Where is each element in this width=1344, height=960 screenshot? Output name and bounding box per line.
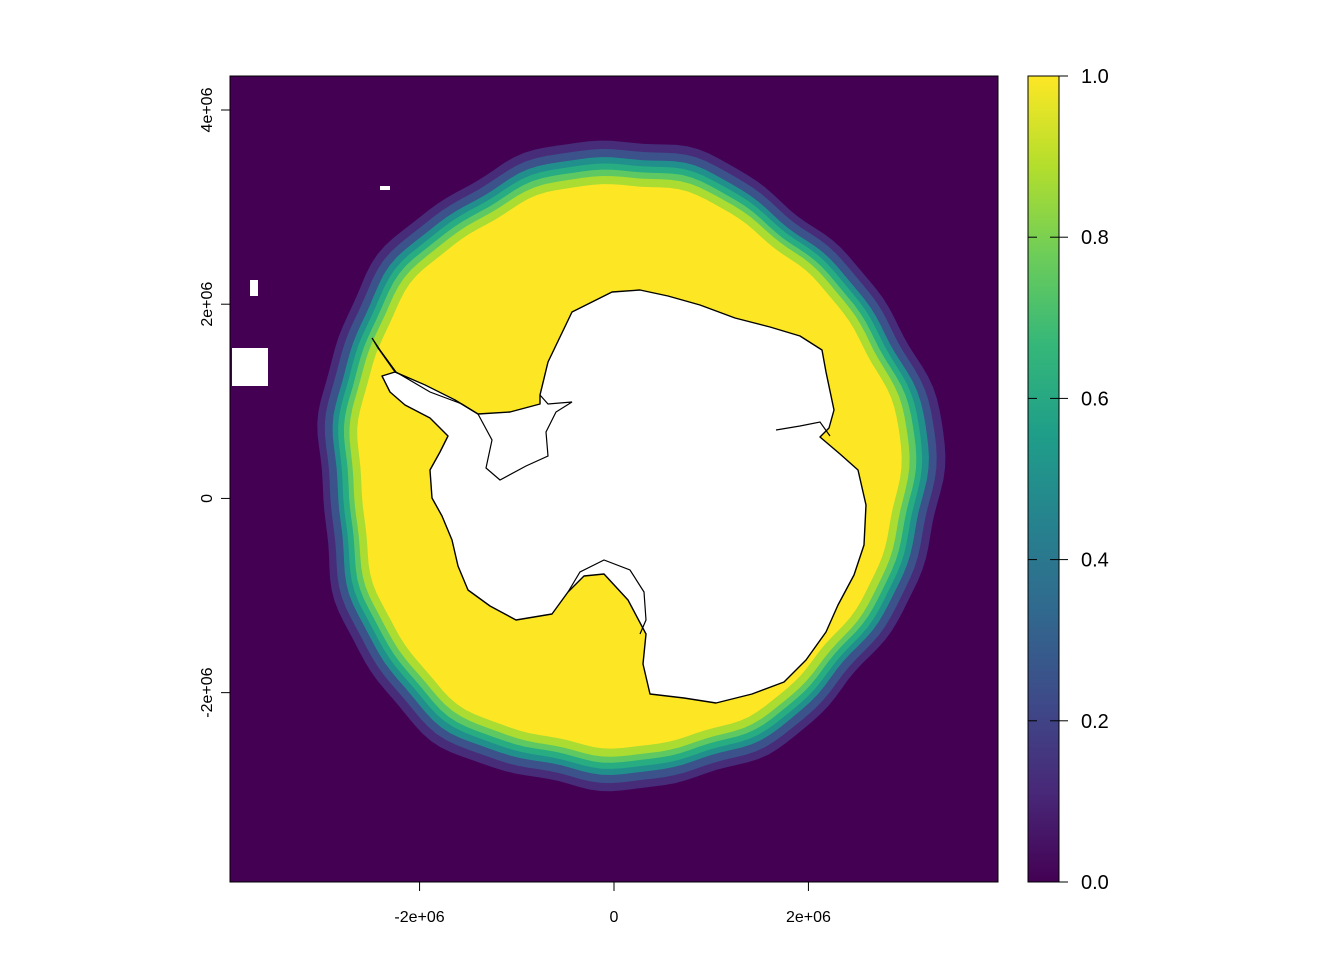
x-tick-label: -2e+06	[394, 909, 444, 926]
weddell-ice-shelf-edge	[477, 394, 573, 481]
x-axis: -2e+06 0 2e+06	[394, 882, 831, 926]
y-tick-label: 0	[199, 494, 216, 503]
white-patch-3	[380, 186, 390, 190]
colorbar-tick-label: 0.2	[1081, 711, 1109, 733]
small-islands-patches	[232, 186, 390, 386]
map-panel	[230, 76, 998, 882]
colorbar	[1027, 75, 1060, 883]
y-tick-label: 2e+06	[199, 282, 216, 327]
white-patch-2	[250, 280, 258, 296]
colorbar-tick-label: 1.0	[1081, 66, 1109, 88]
colorbar-tick-label: 0.8	[1081, 227, 1109, 249]
antarctica-landmass	[371, 289, 867, 704]
colorbar-legend: 1.0 0.8 0.6 0.4 0.2 0.0	[1027, 66, 1109, 894]
ross-ice-shelf-edge	[567, 559, 647, 635]
colorbar-tick-label: 0.4	[1081, 550, 1109, 572]
x-tick-label: 2e+06	[786, 909, 831, 926]
colorbar-ticks: 1.0 0.8 0.6 0.4 0.2 0.0	[1028, 66, 1109, 894]
amery-ice-shelf-edge	[775, 421, 831, 437]
x-tick-label: 0	[610, 909, 619, 926]
y-tick-label: -2e+06	[199, 667, 216, 717]
antarctica-coastline	[381, 289, 867, 704]
white-patch-1	[232, 348, 268, 386]
antarctic-peninsula	[371, 337, 479, 415]
y-axis: 4e+06 2e+06 0 -2e+06	[199, 87, 230, 718]
y-tick-label: 4e+06	[199, 87, 216, 132]
colorbar-tick-label: 0.0	[1081, 872, 1109, 894]
colorbar-tick-label: 0.6	[1081, 388, 1109, 410]
